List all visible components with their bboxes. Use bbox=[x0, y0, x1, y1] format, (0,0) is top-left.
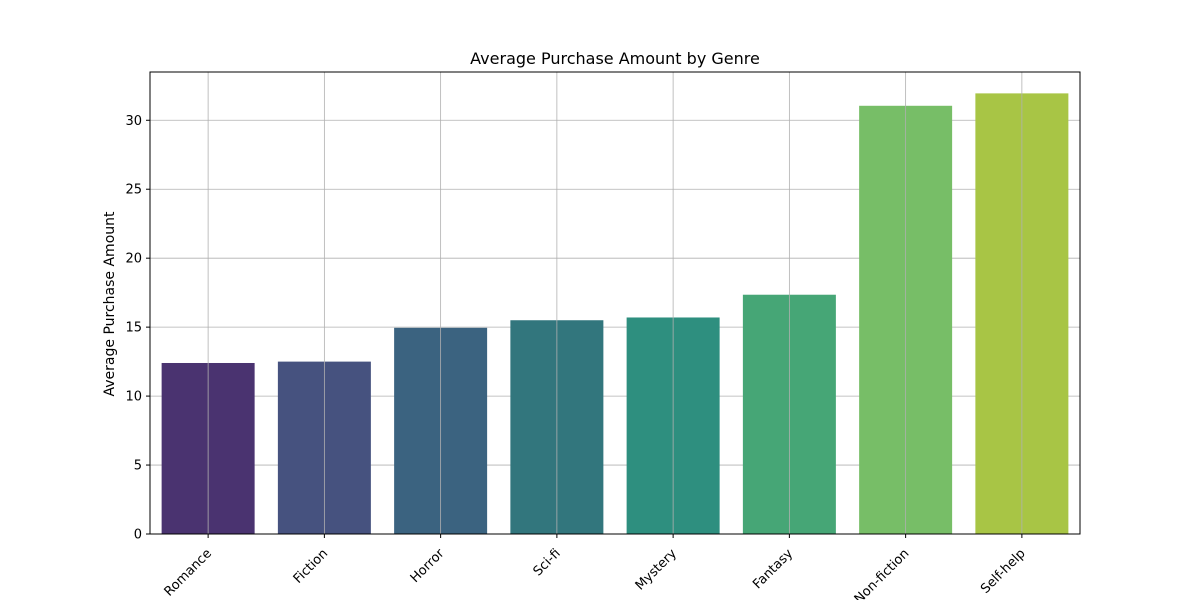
plot-frame bbox=[149, 71, 1081, 535]
y-tick-label: 0 bbox=[134, 528, 142, 543]
x-tick-label: Fantasy bbox=[750, 546, 796, 592]
x-tick-label: Sci-fi bbox=[531, 546, 564, 579]
y-tick-label: 25 bbox=[125, 183, 142, 198]
y-axis-ticks: 0 5 10 15 20 25 30 bbox=[125, 114, 150, 543]
y-tick-label: 20 bbox=[125, 252, 142, 267]
x-tick-label: Self-help bbox=[978, 546, 1029, 597]
y-tick-label: 10 bbox=[125, 390, 142, 405]
chart-title: Average Purchase Amount by Genre bbox=[470, 49, 760, 68]
vertical-grid bbox=[207, 72, 1023, 534]
y-axis-label: Average Purchase Amount bbox=[102, 211, 118, 396]
x-axis-ticks: Romance Fiction Horror Sci-fi Mystery Fantasy… bbox=[162, 534, 1029, 605]
y-tick-label: 15 bbox=[125, 321, 142, 336]
y-tick-label: 30 bbox=[125, 114, 142, 129]
x-tick-label: Horror bbox=[408, 546, 448, 586]
x-tick-label: Mystery bbox=[633, 546, 680, 593]
y-tick-label: 5 bbox=[134, 459, 142, 474]
x-tick-label: Non-fiction bbox=[852, 546, 913, 600]
x-tick-label: Romance bbox=[162, 546, 215, 599]
bars bbox=[161, 93, 1069, 535]
x-tick-label: Fiction bbox=[291, 546, 331, 586]
